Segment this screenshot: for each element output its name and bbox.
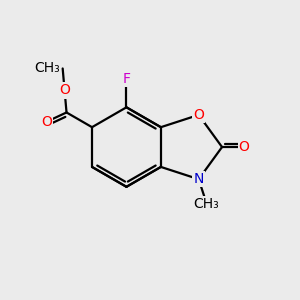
- Text: O: O: [59, 83, 70, 98]
- Text: F: F: [122, 72, 130, 86]
- Text: O: O: [193, 108, 204, 122]
- Text: O: O: [41, 115, 52, 129]
- Text: CH₃: CH₃: [34, 61, 60, 76]
- Text: CH₃: CH₃: [194, 197, 219, 212]
- Text: O: O: [239, 140, 250, 154]
- Text: N: N: [194, 172, 204, 186]
